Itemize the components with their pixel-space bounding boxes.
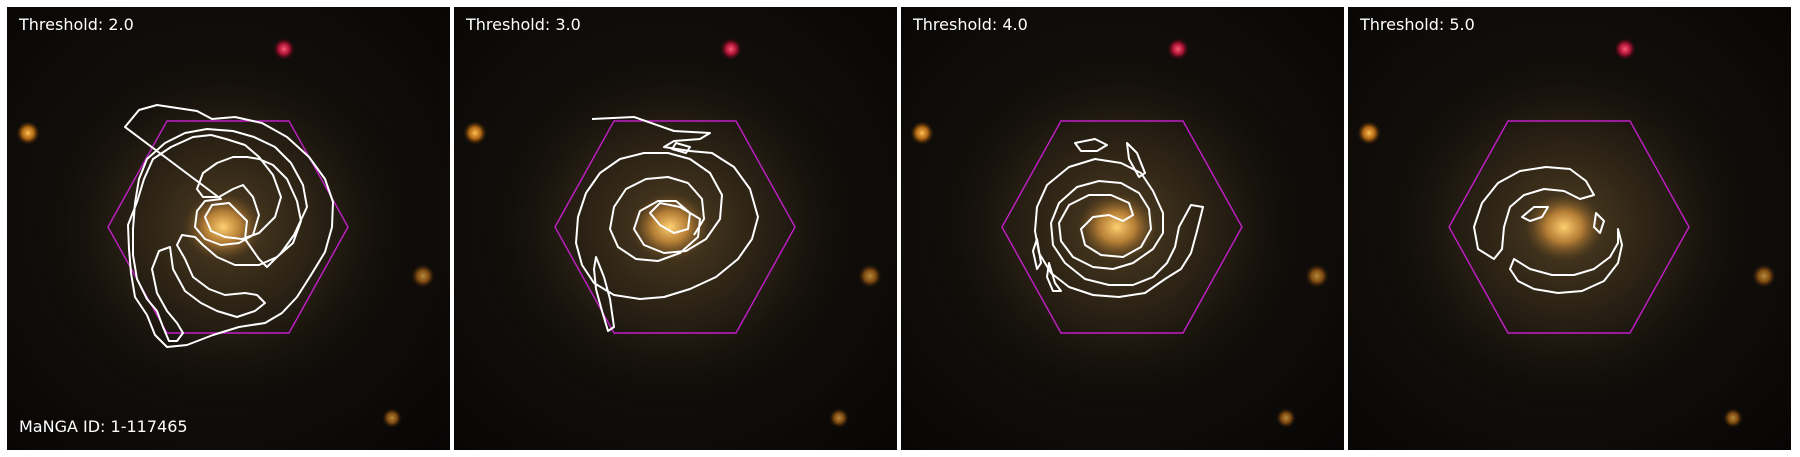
galaxy-image [16, 37, 435, 428]
ifu-hexagon [107, 120, 349, 334]
threshold-label: Threshold: 3.0 [466, 15, 581, 34]
arm-contours [575, 116, 759, 332]
orange-star [1276, 408, 1296, 428]
galaxy-image [1357, 37, 1776, 428]
panel-threshold-4: Threshold: 4.0 [901, 7, 1344, 450]
orange-star [1357, 121, 1381, 145]
threshold-label: Threshold: 4.0 [913, 15, 1028, 34]
red-star [273, 38, 295, 60]
galaxy-bulge [1077, 193, 1157, 261]
ifu-hexagon [1448, 120, 1690, 334]
threshold-label: Threshold: 5.0 [1360, 15, 1475, 34]
galaxy-image [910, 37, 1329, 428]
threshold-label: Threshold: 2.0 [19, 15, 134, 34]
orange-star [1752, 264, 1776, 288]
orange-star [463, 121, 487, 145]
arm-contours [124, 104, 334, 348]
ifu-hexagon [1001, 120, 1243, 334]
red-star [720, 38, 742, 60]
arm-contours [1473, 166, 1623, 294]
orange-star [1305, 264, 1329, 288]
orange-star [829, 408, 849, 428]
orange-star [1723, 408, 1743, 428]
galaxy-bulge [1524, 193, 1604, 261]
panel-threshold-3: Threshold: 3.0 [454, 7, 897, 450]
galaxy-image [463, 37, 882, 428]
orange-star [858, 264, 882, 288]
panel-threshold-2: Threshold: 2.0 MaNGA ID: 1-117465 [7, 7, 450, 450]
orange-star [382, 408, 402, 428]
red-star [1614, 38, 1636, 60]
arm-contours [1032, 138, 1204, 298]
orange-star [16, 121, 40, 145]
orange-star [910, 121, 934, 145]
red-star [1167, 38, 1189, 60]
manga-id-caption: MaNGA ID: 1-117465 [19, 417, 188, 436]
ifu-hexagon [554, 120, 796, 334]
orange-star [411, 264, 435, 288]
panel-threshold-5: Threshold: 5.0 [1348, 7, 1791, 450]
galaxy-threshold-figure: Threshold: 2.0 MaNGA ID: 1-117465 [7, 7, 1793, 450]
